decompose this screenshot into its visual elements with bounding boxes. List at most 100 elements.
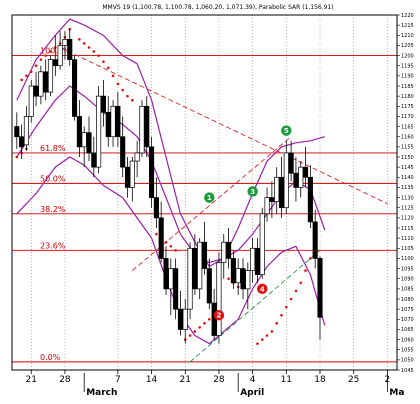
y-tick-label: 1090 bbox=[401, 277, 414, 283]
y-tick-label: 1115 bbox=[401, 226, 414, 232]
candle-body bbox=[67, 38, 73, 60]
y-tick-label: 1070 bbox=[401, 317, 414, 323]
candle-body bbox=[254, 247, 260, 276]
candle-body bbox=[288, 152, 294, 174]
sar-dot bbox=[289, 297, 293, 301]
candle-body bbox=[96, 95, 102, 168]
x-tick-label: 28 bbox=[213, 375, 225, 385]
candle-body bbox=[283, 152, 289, 209]
candle-body bbox=[201, 241, 208, 269]
sar-dot bbox=[131, 98, 134, 102]
candle-body bbox=[52, 59, 58, 67]
candle-body bbox=[129, 160, 135, 188]
candle-body bbox=[149, 146, 155, 198]
y-tick-label: 1105 bbox=[401, 246, 414, 252]
candle-body bbox=[235, 268, 241, 284]
candle-body bbox=[163, 258, 169, 290]
y-tick-label: 1075 bbox=[401, 307, 414, 313]
candle-body bbox=[76, 116, 82, 148]
candle-body bbox=[100, 95, 106, 113]
y-tick-label: 1190 bbox=[401, 74, 414, 80]
candle-body bbox=[197, 241, 203, 290]
sar-dot bbox=[34, 64, 38, 68]
candle-body bbox=[153, 197, 159, 219]
y-tick-label: 1220 bbox=[401, 13, 414, 19]
sar-dot bbox=[39, 58, 43, 61]
sar-dot bbox=[121, 88, 124, 92]
candle-body bbox=[47, 59, 54, 93]
sar-dot bbox=[25, 74, 28, 78]
y-tick-label: 1160 bbox=[401, 135, 414, 141]
y-tick-label: 1180 bbox=[401, 94, 414, 100]
fib-level-label: 38.2% bbox=[40, 205, 66, 214]
x-tick-label: 21 bbox=[26, 375, 37, 385]
y-tick-label: 1205 bbox=[401, 43, 414, 49]
sar-dot bbox=[275, 322, 278, 325]
candle-body bbox=[250, 247, 256, 271]
sar-dot bbox=[309, 257, 312, 260]
wave-marker-circle bbox=[204, 192, 215, 203]
candle-body bbox=[57, 45, 63, 67]
y-tick-label: 1175 bbox=[401, 104, 414, 110]
candle-body bbox=[139, 105, 145, 154]
y-tick-label: 1200 bbox=[401, 53, 414, 59]
plot-frame bbox=[11, 14, 398, 371]
y-tick-label: 1095 bbox=[401, 266, 414, 272]
fib-level-label: 50.0% bbox=[40, 174, 66, 183]
y-tick-label: 1195 bbox=[401, 64, 414, 70]
x-tick-label: 14 bbox=[146, 375, 158, 385]
sar-dot bbox=[97, 54, 100, 57]
month-label: March bbox=[86, 388, 117, 398]
candle-body bbox=[187, 247, 193, 310]
y-tick-label: 1080 bbox=[401, 297, 414, 303]
sar-dot bbox=[87, 46, 91, 49]
candle-body bbox=[43, 71, 49, 93]
y-tick-label: 1135 bbox=[401, 185, 414, 191]
sar-dot bbox=[174, 249, 177, 252]
x-tick-label: 7 bbox=[115, 375, 121, 385]
sar-dot bbox=[164, 240, 168, 244]
sar-dot bbox=[227, 277, 230, 281]
candle-body bbox=[23, 116, 29, 146]
chart-header: MMVS 19 (1,100.78, 1,100.78, 1,060.20, 1… bbox=[102, 4, 333, 11]
sar-dot bbox=[111, 74, 115, 78]
candle-body bbox=[110, 105, 116, 138]
candle-body bbox=[264, 197, 270, 215]
candle-body bbox=[173, 268, 179, 310]
y-tick-label: 1150 bbox=[401, 155, 414, 161]
wave-marker-label: 3 bbox=[250, 188, 255, 196]
month-label: Ma bbox=[389, 388, 404, 398]
candle-body bbox=[158, 217, 164, 259]
candle-body bbox=[182, 308, 188, 330]
candle-body bbox=[134, 152, 140, 162]
candle-body bbox=[115, 105, 121, 138]
wave-marker-circle bbox=[257, 283, 268, 295]
sar-dot bbox=[193, 330, 197, 333]
sar-dot bbox=[294, 289, 298, 293]
candle-body bbox=[230, 258, 236, 284]
candle-body bbox=[38, 71, 44, 97]
candle-body bbox=[72, 59, 78, 117]
sar-dot bbox=[49, 50, 52, 53]
sar-dot bbox=[92, 50, 96, 53]
fib-level-label: 23.6% bbox=[40, 241, 66, 250]
y-tick-label: 1215 bbox=[401, 23, 414, 29]
sar-dot bbox=[106, 66, 110, 70]
wave-marker-label: 1 bbox=[207, 194, 212, 202]
sar-dot bbox=[208, 317, 211, 321]
y-tick-label: 1060 bbox=[401, 337, 414, 343]
trendline bbox=[189, 249, 321, 363]
candle-body bbox=[303, 166, 309, 178]
candle-body bbox=[317, 258, 323, 318]
x-tick-label: 11 bbox=[281, 375, 292, 385]
y-tick-label: 1210 bbox=[401, 33, 414, 39]
candle-body bbox=[124, 166, 131, 188]
candle-body bbox=[312, 221, 318, 259]
x-tick-label: 28 bbox=[59, 375, 71, 385]
y-tick-label: 1165 bbox=[401, 124, 414, 130]
candle-body bbox=[192, 247, 198, 290]
x-tick-label: 4 bbox=[250, 375, 256, 385]
candle-body bbox=[206, 268, 212, 304]
sar-dot bbox=[260, 338, 264, 341]
candle-body bbox=[14, 126, 20, 138]
